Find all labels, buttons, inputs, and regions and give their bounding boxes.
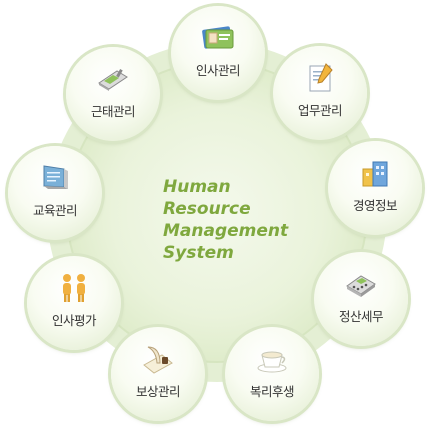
menu-node-settlement-tax[interactable]: 정산세무 <box>314 252 408 346</box>
menu-node-personnel[interactable]: 인사관리 <box>171 6 265 100</box>
quill-icon <box>143 346 173 374</box>
people-icon <box>63 274 85 302</box>
calculator-icon <box>346 275 376 297</box>
phone-icon <box>98 69 128 91</box>
menu-label: 정산세무 <box>338 309 384 324</box>
monitor-icon <box>43 165 68 189</box>
menu-label: 인사관리 <box>195 63 241 78</box>
title-line-2: Resource <box>163 199 251 219</box>
menu-node-education[interactable]: 교육관리 <box>8 146 102 240</box>
menu-label: 복리후생 <box>249 384 295 399</box>
menu-label: 경영정보 <box>352 198 398 213</box>
menu-node-attendance[interactable]: 근태관리 <box>66 47 160 141</box>
menu-label: 근태관리 <box>90 104 136 119</box>
building-icon <box>362 161 388 187</box>
menu-label: 보상관리 <box>135 384 181 399</box>
menu-label: 인사평가 <box>51 313 97 328</box>
title-line-3: Management <box>163 221 289 241</box>
menu-label: 업무관리 <box>297 103 343 118</box>
id-card-icon <box>202 26 234 49</box>
title-line-1: Human <box>163 177 231 197</box>
diagram-title: Human Resource Management System <box>163 176 313 264</box>
teacup-icon <box>257 351 287 373</box>
menu-node-work[interactable]: 업무관리 <box>273 46 367 140</box>
menu-label: 교육관리 <box>32 203 78 218</box>
document-icon <box>309 63 333 92</box>
menu-node-compensation[interactable]: 보상관리 <box>111 327 205 421</box>
title-line-4: System <box>163 243 234 263</box>
menu-node-welfare[interactable]: 복리후생 <box>225 327 319 421</box>
menu-node-management-info[interactable]: 경영정보 <box>328 141 422 235</box>
menu-node-evaluation[interactable]: 인사평가 <box>27 256 121 350</box>
